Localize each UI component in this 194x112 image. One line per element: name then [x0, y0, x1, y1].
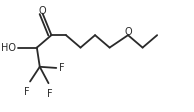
- Text: O: O: [124, 26, 132, 36]
- Text: F: F: [59, 63, 65, 73]
- Text: F: F: [24, 86, 29, 96]
- Text: HO: HO: [1, 43, 16, 53]
- Text: O: O: [39, 6, 47, 16]
- Text: F: F: [47, 88, 52, 98]
